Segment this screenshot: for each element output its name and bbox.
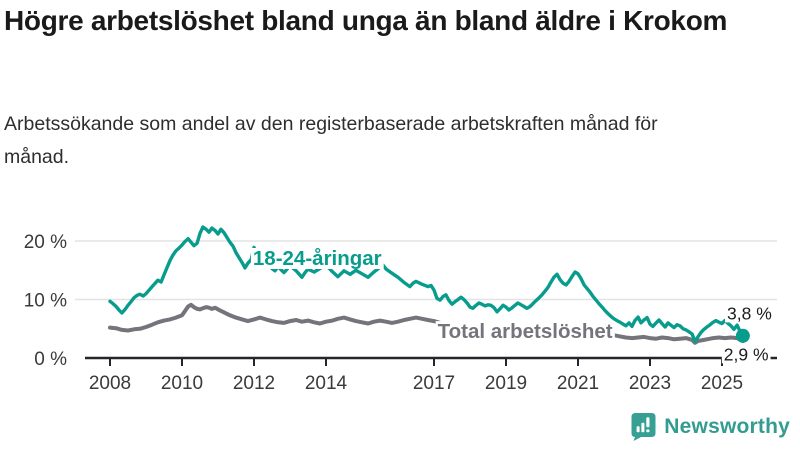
x-tick-label: 2023 [629, 373, 671, 394]
series-line-0 [108, 302, 745, 345]
x-tick-label: 2021 [557, 373, 599, 394]
chart-subtitle: Arbetssökande som andel av den registerb… [4, 113, 658, 169]
y-tick-label: 0 % [34, 349, 67, 370]
end-value-label: 2,9 % [724, 344, 769, 364]
y-tick-label: 10 % [24, 291, 67, 312]
x-tick-label: 2025 [701, 373, 743, 394]
bar-chart-speech-bubble-icon [630, 412, 657, 441]
x-tick-label: 2019 [485, 373, 527, 394]
series-label: 18-24-åringar [253, 247, 382, 270]
end-point-marker [735, 328, 750, 343]
series-label: Total arbetslöshet [438, 320, 613, 343]
chart-title: Högre arbetslöshet bland unga än bland ä… [4, 5, 728, 36]
label-backdrop [721, 345, 771, 364]
label-backdrop [250, 247, 384, 269]
x-tick-label: 2010 [161, 373, 203, 394]
label-backdrop [725, 304, 774, 323]
brand-name: Newsworthy [664, 414, 790, 438]
y-tick-label: 20 % [24, 232, 67, 253]
end-value-label: 3,8 % [727, 303, 772, 323]
line-chart: 2008 2010 2012 2014 2017 2019 2021 2023 2025 0 % 1… [0, 205, 800, 410]
x-tick-label: 2014 [305, 373, 348, 394]
chart-canvas: 2008 2010 2012 2014 2017 2019 2021 2023 2025 0 % 1… [24, 225, 777, 394]
newsworthy-logo: Newsworthy [630, 412, 790, 441]
x-tick-label: 2008 [89, 373, 131, 394]
x-tick-label: 2017 [413, 373, 455, 394]
series-line-1 [108, 225, 745, 344]
x-tick-label: 2012 [233, 373, 275, 394]
label-backdrop [435, 321, 615, 343]
